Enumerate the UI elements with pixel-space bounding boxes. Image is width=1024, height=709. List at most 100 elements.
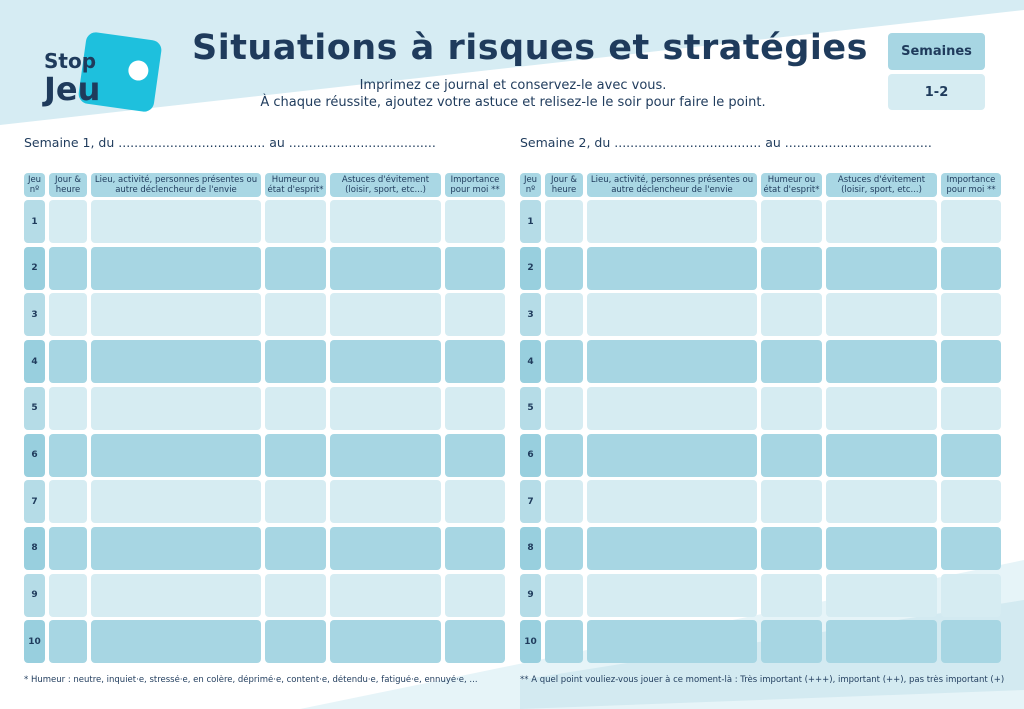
entry-cell [587, 526, 757, 570]
badge-label: Semaines [888, 33, 985, 70]
row-number: 9 [24, 573, 45, 617]
entry-cell [330, 293, 441, 337]
column-header: Importance pour moi ** [941, 173, 1001, 197]
column-header: Astuces d'évitement (loisir, sport, etc.… [330, 173, 441, 197]
row-number: 6 [24, 433, 45, 477]
entry-cell [91, 620, 261, 664]
row-number: 4 [520, 340, 541, 384]
entry-cell [761, 386, 822, 430]
entry-cell [941, 386, 1001, 430]
entry-cell [265, 293, 326, 337]
entry-cell [445, 620, 505, 664]
entry-cell [761, 340, 822, 384]
entry-cell [545, 200, 583, 243]
column-header: Jour & heure [545, 173, 583, 197]
entry-cell [826, 433, 937, 477]
entry-cell [545, 246, 583, 290]
entry-cell [826, 386, 937, 430]
entry-cell [265, 526, 326, 570]
entry-cell [445, 246, 505, 290]
entry-cell [587, 200, 757, 243]
column-header: Jour & heure [49, 173, 87, 197]
entry-cell [445, 386, 505, 430]
row-number: 1 [24, 200, 45, 243]
row-number: 10 [520, 620, 541, 664]
entry-cell [826, 246, 937, 290]
week-heading: Semaine 2, du ..........................… [520, 135, 932, 150]
entry-cell [587, 433, 757, 477]
entry-cell [587, 386, 757, 430]
entry-cell [330, 340, 441, 384]
entry-cell [445, 200, 505, 243]
entry-cell [91, 433, 261, 477]
entry-cell [826, 480, 937, 524]
entry-cell [265, 620, 326, 664]
entry-cell [761, 200, 822, 243]
entry-cell [941, 573, 1001, 617]
footnote: ** À quel point vouliez-vous jouer à ce … [520, 675, 1005, 685]
row-number: 7 [24, 480, 45, 524]
entry-cell [941, 200, 1001, 243]
entry-cell [761, 526, 822, 570]
entry-cell [826, 200, 937, 243]
entry-cell [941, 246, 1001, 290]
entry-cell [761, 573, 822, 617]
entry-cell [545, 620, 583, 664]
subtitle-line: À chaque réussite, ajoutez votre astuce … [260, 95, 766, 110]
entry-cell [330, 526, 441, 570]
row-number: 4 [24, 340, 45, 384]
row-number: 8 [520, 526, 541, 570]
entry-cell [445, 433, 505, 477]
badge-value: 1-2 [888, 74, 985, 110]
entry-cell [330, 386, 441, 430]
entry-cell [91, 526, 261, 570]
column-header: Humeur ou état d'esprit* [761, 173, 822, 197]
entry-cell [587, 620, 757, 664]
entry-cell [545, 526, 583, 570]
entry-cell [49, 246, 87, 290]
entry-cell [545, 480, 583, 524]
entry-cell [330, 480, 441, 524]
entry-cell [265, 386, 326, 430]
row-number: 7 [520, 480, 541, 524]
entry-cell [761, 246, 822, 290]
entry-cell [91, 480, 261, 524]
row-number: 2 [24, 246, 45, 290]
entry-cell [91, 200, 261, 243]
logo-text: Jeu [42, 70, 100, 108]
entry-cell [445, 526, 505, 570]
row-number: 5 [24, 386, 45, 430]
subtitle-line: Imprimez ce journal et conservez-le avec… [359, 78, 667, 93]
entry-cell [826, 293, 937, 337]
row-number: 9 [520, 573, 541, 617]
row-number: 3 [24, 293, 45, 337]
entry-cell [330, 620, 441, 664]
footnote: * Humeur : neutre, inquiet·e, stressé·e,… [24, 675, 478, 685]
row-number: 6 [520, 433, 541, 477]
entry-cell [91, 386, 261, 430]
row-number: 10 [24, 620, 45, 664]
column-header: Importance pour moi ** [445, 173, 505, 197]
column-header: Jeu nº [520, 173, 541, 197]
entry-cell [265, 246, 326, 290]
entry-cell [49, 620, 87, 664]
entry-cell [49, 340, 87, 384]
entry-cell [49, 386, 87, 430]
entry-cell [91, 573, 261, 617]
subtitle: Imprimez ce journal et conservez-le avec… [200, 77, 826, 111]
entry-cell [941, 526, 1001, 570]
entry-cell [445, 480, 505, 524]
entry-cell [941, 433, 1001, 477]
entry-cell [587, 573, 757, 617]
entry-cell [941, 480, 1001, 524]
entry-cell [941, 340, 1001, 384]
entry-cell [445, 340, 505, 384]
entry-cell [91, 340, 261, 384]
entry-cell [545, 433, 583, 477]
entry-cell [49, 573, 87, 617]
entry-cell [49, 433, 87, 477]
entry-cell [265, 340, 326, 384]
column-header: Astuces d'évitement (loisir, sport, etc.… [826, 173, 937, 197]
entry-cell [265, 433, 326, 477]
